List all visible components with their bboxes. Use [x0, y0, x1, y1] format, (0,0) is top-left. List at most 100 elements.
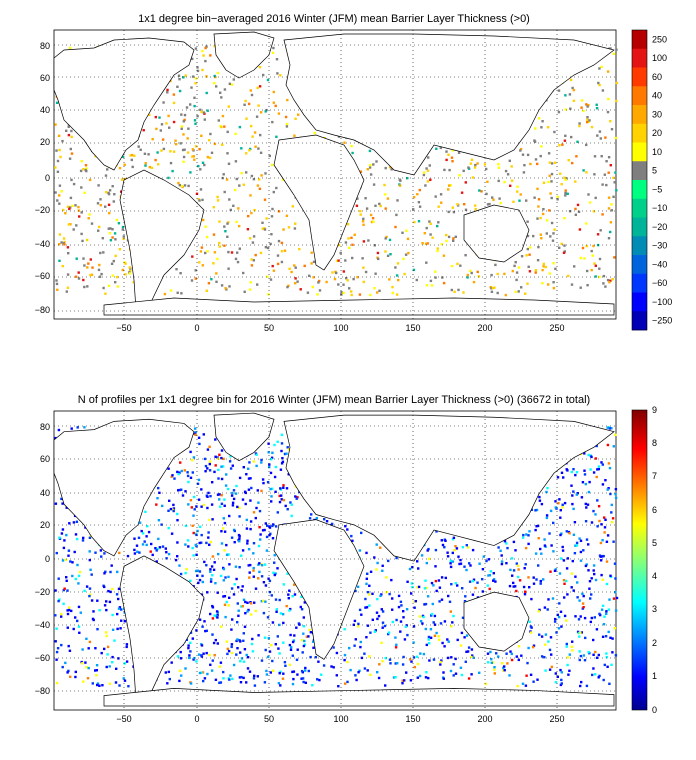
- data-cell: [532, 680, 535, 683]
- data-cell: [537, 205, 540, 208]
- data-cell: [233, 529, 236, 533]
- data-cell: [427, 635, 431, 639]
- data-cell: [586, 120, 589, 124]
- data-cell: [193, 508, 196, 511]
- data-cell: [66, 612, 70, 616]
- data-cell: [54, 640, 57, 643]
- data-cell: [486, 203, 490, 206]
- data-cell: [223, 549, 226, 552]
- data-cell: [332, 646, 335, 649]
- data-cell: [83, 426, 86, 429]
- data-cell: [558, 144, 561, 147]
- data-cell: [532, 576, 535, 579]
- data-cell: [342, 283, 345, 286]
- data-cell: [494, 580, 497, 583]
- data-cell: [557, 615, 561, 619]
- data-cell: [94, 551, 97, 554]
- data-cell: [564, 191, 567, 195]
- data-cell: [371, 618, 374, 621]
- data-cell: [450, 288, 453, 292]
- colorbar-2: 9 8 7 6 5 4 3 2 1 0: [631, 405, 657, 715]
- data-cell: [318, 289, 322, 292]
- data-cell: [469, 162, 473, 165]
- data-cell: [601, 635, 605, 638]
- data-cell: [412, 268, 416, 272]
- data-cell: [226, 222, 229, 225]
- data-cell: [238, 540, 241, 543]
- data-cell: [202, 679, 205, 683]
- data-cell: [376, 291, 379, 294]
- data-cell: [557, 110, 561, 114]
- data-cell: [344, 241, 348, 244]
- data-cell: [510, 179, 514, 182]
- data-cell: [96, 683, 99, 687]
- data-cell: [120, 619, 123, 622]
- data-cell: [579, 654, 583, 658]
- data-cell: [249, 147, 252, 151]
- data-cell: [143, 152, 147, 155]
- y-axis-1: 80 60 40 20 0 −20 −40 −60 −80: [35, 41, 50, 315]
- data-cell: [574, 207, 577, 211]
- data-cell: [196, 115, 199, 118]
- data-cell: [263, 528, 266, 532]
- data-cell: [603, 663, 606, 667]
- data-cell: [416, 676, 419, 679]
- data-cell: [205, 45, 208, 48]
- data-cell: [89, 568, 92, 571]
- data-cell: [515, 278, 518, 282]
- data-cell: [56, 647, 60, 650]
- data-cell: [109, 570, 112, 574]
- data-cell: [187, 127, 190, 130]
- data-cell: [294, 117, 297, 120]
- data-cell: [534, 509, 537, 512]
- data-cell: [597, 676, 600, 679]
- data-cell: [226, 152, 229, 155]
- data-cell: [460, 631, 464, 635]
- data-cell: [301, 651, 304, 654]
- data-cell: [111, 628, 115, 631]
- data-cell: [561, 506, 564, 509]
- data-cell: [222, 517, 225, 520]
- data-cell: [115, 218, 119, 222]
- data-cell: [108, 665, 111, 668]
- data-cell: [348, 246, 351, 249]
- data-cell: [121, 228, 124, 231]
- data-cell: [495, 652, 498, 655]
- data-cell: [541, 282, 544, 285]
- data-cell: [198, 199, 201, 202]
- data-cell: [238, 676, 242, 679]
- data-cell: [535, 578, 538, 581]
- data-cell: [452, 663, 455, 666]
- data-cell: [441, 543, 445, 547]
- data-cell: [314, 656, 317, 659]
- data-cell: [110, 564, 113, 567]
- data-cell: [434, 195, 437, 198]
- data-cell: [578, 228, 582, 231]
- data-cell: [196, 66, 199, 69]
- data-cell: [376, 561, 379, 565]
- data-cell: [554, 506, 557, 509]
- data-cell: [614, 654, 618, 657]
- data-cell: [447, 210, 450, 214]
- data-cell: [194, 277, 197, 280]
- data-cell: [71, 204, 74, 208]
- data-cell: [595, 444, 598, 448]
- data-cell: [169, 507, 173, 511]
- data-cell: [379, 594, 382, 598]
- data-cell: [215, 610, 219, 613]
- data-cell: [471, 654, 474, 657]
- data-cell: [111, 587, 114, 591]
- data-cell: [201, 625, 204, 628]
- data-cell: [208, 156, 212, 160]
- data-cell: [220, 456, 223, 460]
- data-cell: [579, 631, 582, 634]
- data-cell: [192, 514, 195, 517]
- data-cell: [461, 587, 464, 590]
- colorbar-label: 4: [652, 571, 657, 581]
- data-cell: [244, 502, 247, 506]
- data-cell: [158, 491, 161, 494]
- data-cell: [499, 201, 502, 205]
- data-cell: [205, 629, 208, 632]
- data-cell: [422, 652, 426, 656]
- data-cell: [238, 476, 242, 480]
